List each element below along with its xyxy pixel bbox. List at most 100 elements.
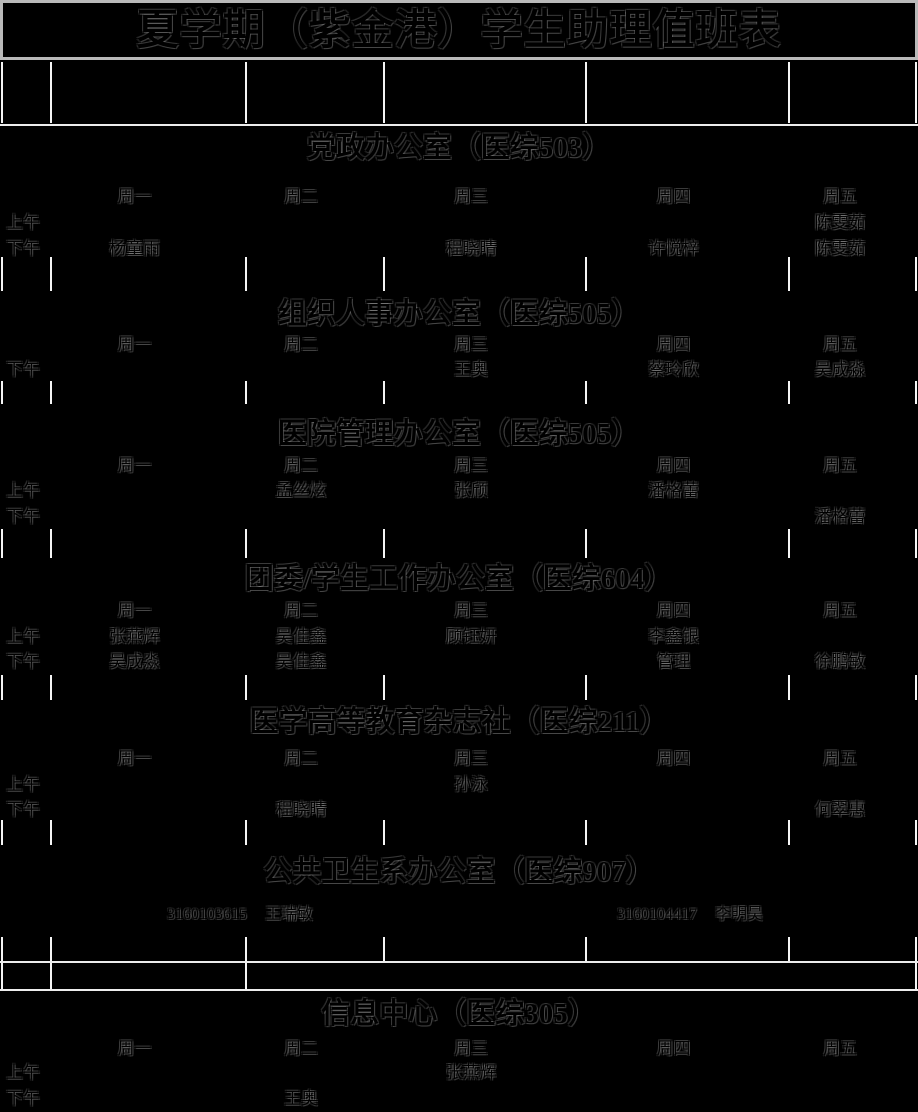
grid-tick [585,820,587,845]
day-label: 周一 [117,335,152,354]
grid-tick [1,963,3,989]
duty-name: 潘格蕾 [814,507,866,526]
day-label: 周二 [284,187,318,206]
time-label: 下午 [6,652,40,671]
divider-line [0,989,918,991]
grid-tick [1,937,3,961]
grid-tick [788,529,790,558]
grid-tick [585,937,587,961]
student-id: 3160104417 [616,906,697,923]
day-label: 周五 [823,601,857,620]
grid-tick [788,381,790,404]
grid-tick [585,257,587,291]
day-label: 周三 [454,749,488,768]
duty-name: 李鑫银 [648,627,699,646]
time-label: 下午 [6,360,40,379]
grid-tick [50,529,52,558]
duty-name: 王奥 [284,1089,318,1108]
grid-tick [915,963,917,989]
time-label: 下午 [6,800,40,819]
grid-tick [245,675,247,700]
duty-name: 蔡玲欣 [648,360,699,379]
grid-tick [915,381,917,404]
day-label: 周一 [117,1039,152,1058]
grid-tick [788,937,790,961]
grid-tick [383,529,385,558]
duty-name: 顾钰妍 [445,627,497,646]
time-label: 下午 [6,239,40,258]
duty-name: 何翠惠 [814,800,866,819]
grid-tick [383,381,385,404]
duty-name: 陈雯茹 [814,239,866,258]
divider-line [0,961,918,963]
student-name: 李明昊 [714,906,763,923]
grid-tick [50,381,52,404]
day-label: 周一 [117,601,152,620]
student-entry: 3160103615 王瑞敏 [128,904,352,926]
student-id: 3160103615 [166,906,247,923]
grid-tick [245,257,247,291]
duty-name: 孙泳 [454,775,488,794]
section-title: 公共卫生系办公室（医综907） [263,856,655,888]
grid-tick [788,675,790,700]
grid-tick [585,675,587,700]
time-label: 上午 [6,627,40,646]
duty-name: 陈雯茹 [814,213,866,232]
day-label: 周四 [656,749,691,768]
duty-name: 张燕辉 [445,1063,497,1082]
day-label: 周二 [284,749,318,768]
grid-tick [245,381,247,404]
grid-tick [50,675,52,700]
duty-name: 管理 [656,652,691,671]
grid-tick [1,381,3,404]
grid-tick [50,937,52,961]
day-label: 周三 [454,187,488,206]
duty-name: 孟丝炫 [275,481,327,500]
grid-tick [915,529,917,558]
duty-name: 徐鹏敏 [814,652,866,671]
duty-name: 程晓晴 [445,239,497,258]
duty-name: 王奥 [454,360,488,379]
section-title: 医院管理办公室（医综505） [277,418,641,450]
duty-name: 潘格蕾 [648,481,699,500]
page-title: 夏学期（紫金港）学生助理值班表 [136,8,782,54]
duty-name: 张燕辉 [109,627,160,646]
grid-tick [915,62,917,123]
section-title: 组织人事办公室（医综505） [277,298,641,330]
grid-tick [245,62,247,123]
grid-tick [1,675,3,700]
day-label: 周一 [117,749,152,768]
day-label: 周一 [117,187,152,206]
grid-tick [50,62,52,123]
day-label: 周三 [454,1039,488,1058]
grid-tick [383,820,385,845]
day-label: 周五 [823,749,857,768]
duty-name: 吴成淼 [109,652,160,671]
day-label: 周五 [823,335,857,354]
duty-name: 张颀 [454,481,488,500]
grid-tick [383,675,385,700]
time-label: 上午 [6,775,40,794]
grid-tick [585,381,587,404]
day-label: 周四 [656,187,691,206]
student-entry: 3160104417 李明昊 [578,904,802,926]
grid-tick [383,257,385,291]
duty-name: 杨童雨 [109,239,160,258]
day-label: 周三 [454,335,488,354]
day-label: 周二 [284,1039,318,1058]
divider-line [0,124,918,126]
grid-tick [50,820,52,845]
day-label: 周五 [823,456,857,475]
grid-tick [245,529,247,558]
grid-tick [1,529,3,558]
title-box [0,0,918,60]
day-label: 周三 [454,601,488,620]
grid-tick [915,937,917,961]
grid-tick [915,257,917,291]
grid-tick [915,820,917,845]
day-label: 周四 [656,456,691,475]
grid-tick [1,820,3,845]
grid-tick [245,937,247,961]
section-title: 党政办公室（医综503） [306,132,612,164]
